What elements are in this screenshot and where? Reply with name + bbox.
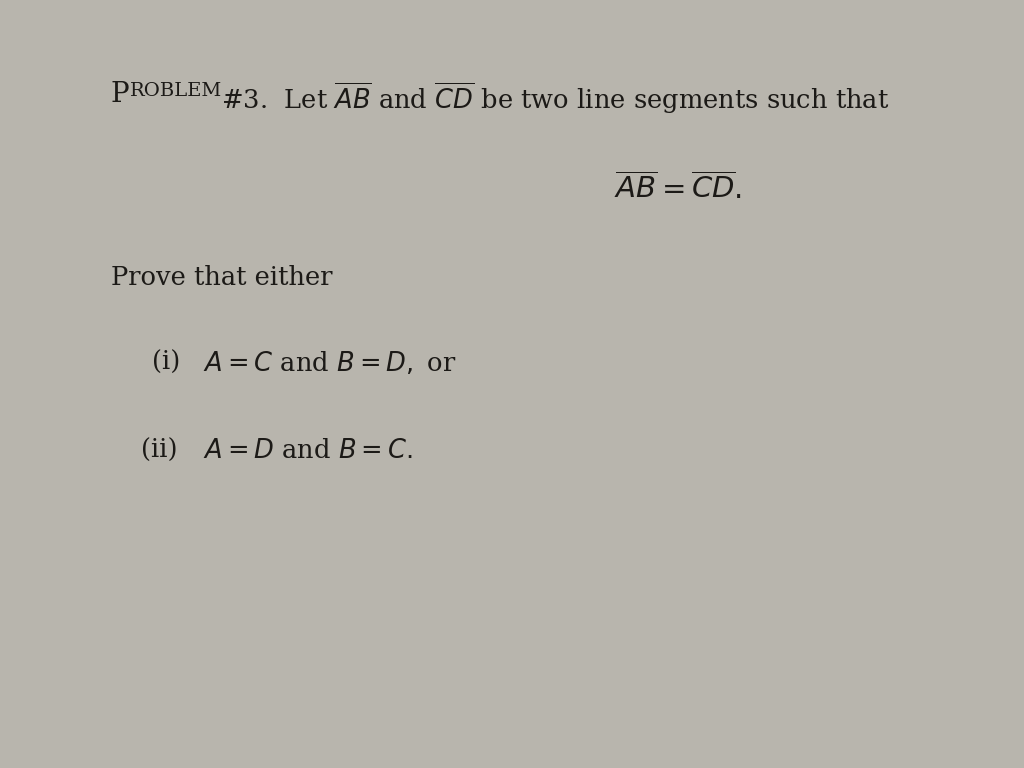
Text: $\overline{AB} = \overline{CD}.$: $\overline{AB} = \overline{CD}.$: [614, 173, 742, 205]
Text: Prove that either: Prove that either: [111, 265, 332, 290]
Text: (i): (i): [152, 349, 180, 375]
Text: P: P: [111, 81, 129, 108]
Text: #3.  Let $\overline{AB}$ and $\overline{CD}$ be two line segments such that: #3. Let $\overline{AB}$ and $\overline{C…: [213, 81, 890, 116]
Text: (ii): (ii): [141, 438, 178, 463]
Text: $A = D$ and $B = C.$: $A = D$ and $B = C.$: [203, 438, 413, 463]
Text: ROBLEM: ROBLEM: [130, 82, 222, 100]
Text: $A = C$ and $B = D,$ or: $A = C$ and $B = D,$ or: [203, 349, 457, 376]
